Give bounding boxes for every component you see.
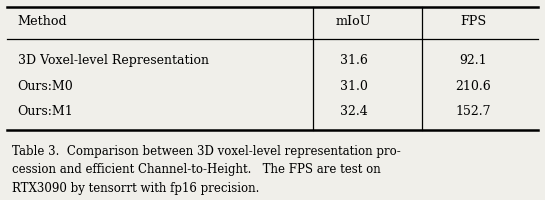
- Text: Method: Method: [17, 15, 67, 28]
- Text: 210.6: 210.6: [455, 80, 491, 93]
- Text: Ours:M0: Ours:M0: [17, 80, 74, 93]
- Text: FPS: FPS: [460, 15, 486, 28]
- Text: 32.4: 32.4: [340, 105, 368, 117]
- Text: mIoU: mIoU: [336, 15, 372, 28]
- Text: 152.7: 152.7: [456, 105, 491, 117]
- Text: 3D Voxel-level Representation: 3D Voxel-level Representation: [17, 54, 209, 67]
- Text: Ours:M1: Ours:M1: [17, 105, 74, 117]
- Text: 31.0: 31.0: [340, 80, 368, 93]
- Text: 92.1: 92.1: [459, 54, 487, 67]
- Text: Table 3.  Comparison between 3D voxel-level representation pro-
cession and effi: Table 3. Comparison between 3D voxel-lev…: [12, 144, 401, 194]
- Text: 31.6: 31.6: [340, 54, 368, 67]
